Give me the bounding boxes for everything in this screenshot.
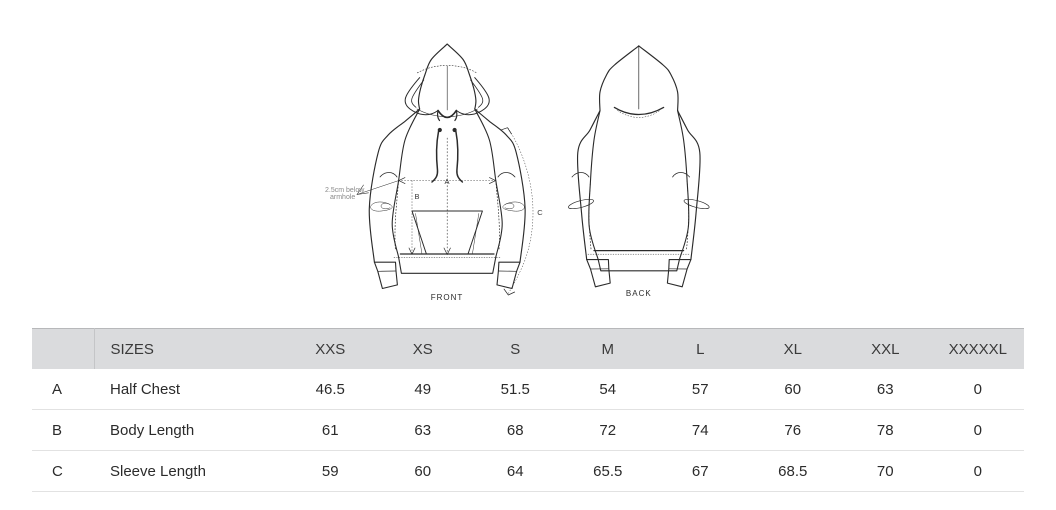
svg-text:B: B bbox=[414, 192, 419, 201]
svg-text:FRONT: FRONT bbox=[431, 293, 464, 302]
svg-text:2.5cm below: 2.5cm below bbox=[325, 187, 365, 194]
svg-text:armhole: armhole bbox=[330, 194, 355, 201]
svg-text:C: C bbox=[537, 208, 543, 217]
svg-text:BACK: BACK bbox=[626, 289, 652, 298]
svg-text:A: A bbox=[444, 177, 449, 186]
